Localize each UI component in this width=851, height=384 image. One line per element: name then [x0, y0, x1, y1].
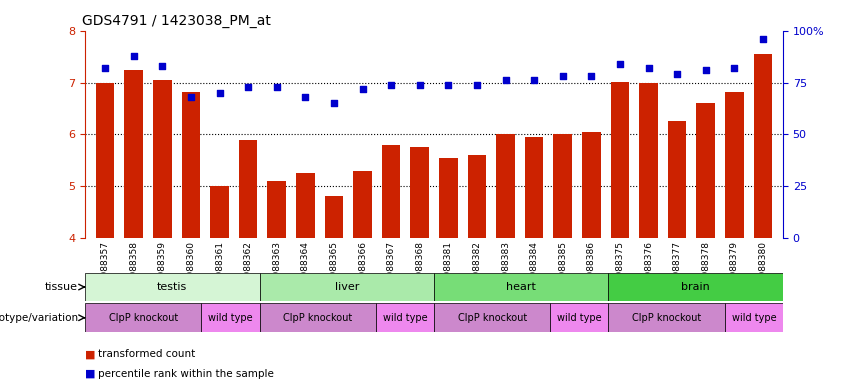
Bar	[639, 83, 658, 238]
Point	[413, 81, 426, 88]
Point	[499, 78, 512, 84]
Text: wild type: wild type	[732, 313, 776, 323]
Text: transformed count: transformed count	[98, 349, 195, 359]
Bar	[525, 137, 544, 238]
Bar	[210, 186, 229, 238]
Bar	[267, 181, 286, 238]
Bar	[382, 145, 401, 238]
Text: liver: liver	[334, 282, 359, 292]
Point	[585, 73, 598, 79]
Bar	[153, 80, 172, 238]
Bar	[85, 303, 202, 332]
Text: ClpP knockout: ClpP knockout	[283, 313, 352, 323]
Point	[642, 65, 655, 71]
Bar	[696, 103, 715, 238]
Bar	[608, 303, 725, 332]
Bar	[410, 147, 429, 238]
Bar	[434, 273, 608, 301]
Text: GDS4791 / 1423038_PM_at: GDS4791 / 1423038_PM_at	[82, 14, 271, 28]
Bar	[260, 273, 434, 301]
Bar	[85, 273, 260, 301]
Point	[528, 78, 541, 84]
Bar	[754, 54, 772, 238]
Text: ClpP knockout: ClpP knockout	[632, 313, 701, 323]
Text: brain: brain	[682, 282, 710, 292]
Text: genotype/variation: genotype/variation	[0, 313, 78, 323]
Text: ClpP knockout: ClpP knockout	[458, 313, 527, 323]
Text: ■: ■	[85, 349, 99, 359]
Text: ■: ■	[85, 369, 99, 379]
Bar	[434, 303, 551, 332]
Text: tissue: tissue	[45, 282, 78, 292]
Point	[327, 100, 340, 106]
Bar	[96, 83, 114, 238]
Point	[299, 94, 312, 100]
Text: heart: heart	[506, 282, 536, 292]
Bar	[353, 170, 372, 238]
Bar	[239, 139, 257, 238]
Bar	[611, 81, 629, 238]
Point	[556, 73, 569, 79]
Text: wild type: wild type	[557, 313, 602, 323]
Point	[356, 86, 369, 92]
Point	[756, 36, 769, 42]
Bar	[725, 92, 744, 238]
Point	[699, 67, 712, 73]
Text: percentile rank within the sample: percentile rank within the sample	[98, 369, 274, 379]
Bar	[467, 155, 486, 238]
Bar	[181, 92, 200, 238]
Point	[270, 84, 283, 90]
Bar	[260, 303, 376, 332]
Point	[184, 94, 197, 100]
Point	[728, 65, 741, 71]
Point	[671, 71, 684, 77]
Bar	[551, 303, 608, 332]
Bar	[202, 303, 260, 332]
Bar	[496, 134, 515, 238]
Bar	[376, 303, 434, 332]
Bar	[725, 303, 783, 332]
Point	[470, 81, 483, 88]
Point	[99, 65, 112, 71]
Bar	[553, 134, 572, 238]
Bar	[324, 195, 343, 238]
Bar	[439, 158, 458, 238]
Text: testis: testis	[157, 282, 187, 292]
Bar	[582, 132, 601, 238]
Text: ClpP knockout: ClpP knockout	[109, 313, 178, 323]
Bar	[124, 70, 143, 238]
Point	[213, 90, 226, 96]
Point	[127, 53, 140, 59]
Point	[385, 81, 398, 88]
Text: wild type: wild type	[208, 313, 253, 323]
Point	[242, 84, 255, 90]
Point	[613, 61, 626, 67]
Bar	[296, 173, 315, 238]
Bar	[668, 121, 687, 238]
Point	[156, 63, 169, 69]
Point	[442, 81, 455, 88]
Text: wild type: wild type	[383, 313, 427, 323]
Bar	[608, 273, 783, 301]
